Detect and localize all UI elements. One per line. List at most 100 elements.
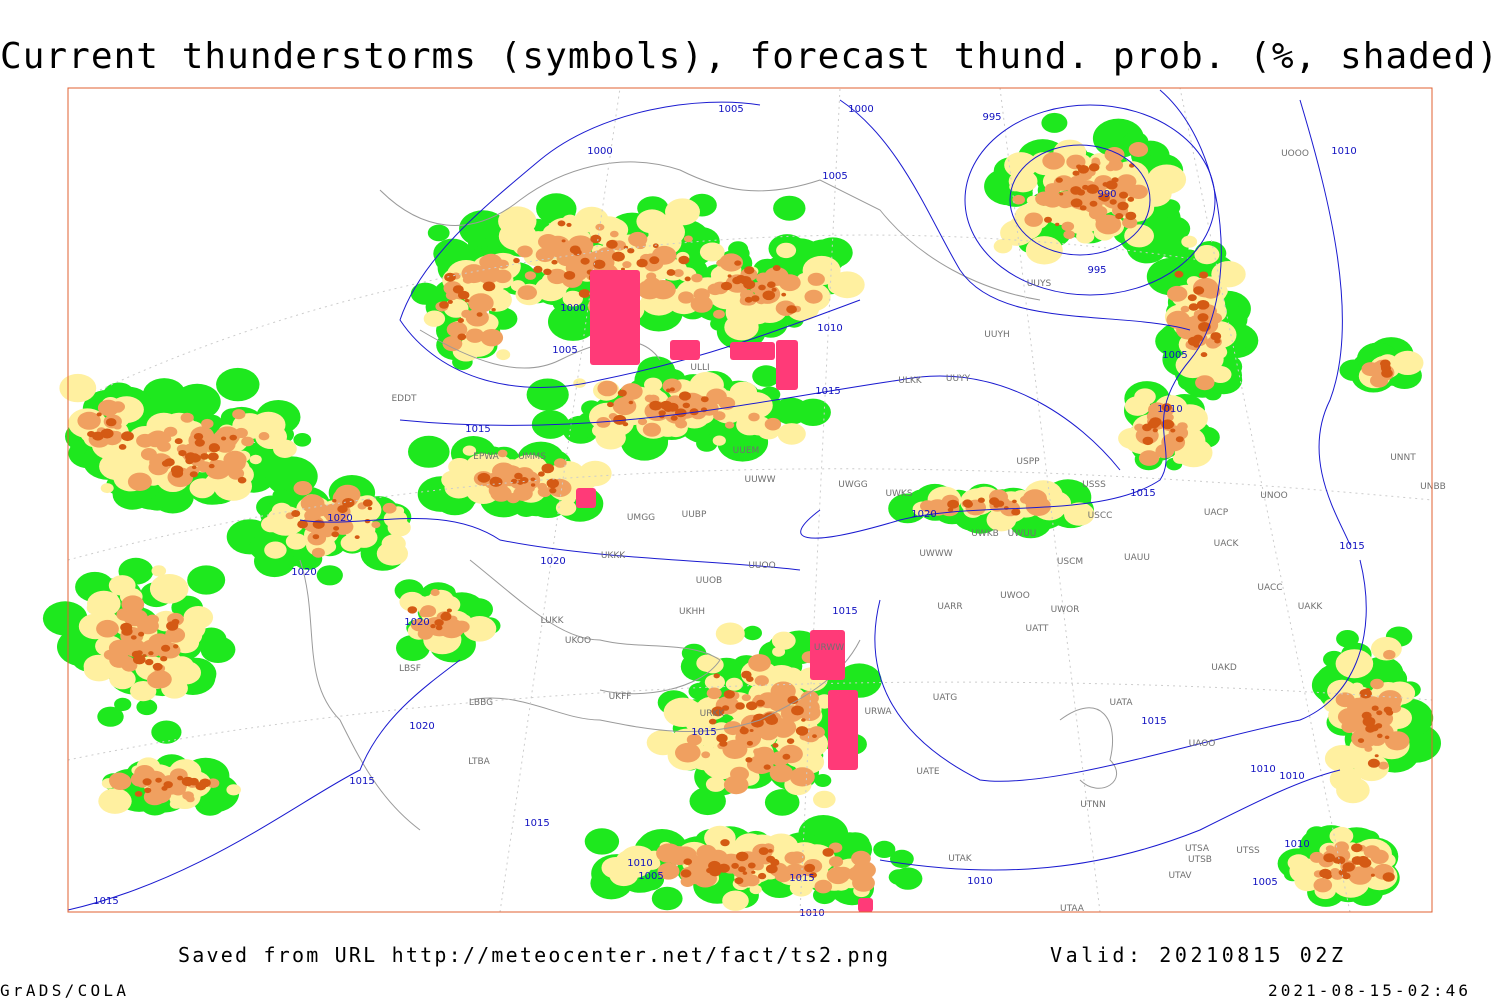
station-label: UAOO: [1189, 739, 1216, 749]
station-label: LTBA: [468, 757, 490, 767]
prob-shade: [127, 472, 152, 491]
prob-shade: [435, 625, 443, 631]
prob-shade: [148, 651, 154, 656]
prob-shade: [758, 284, 766, 291]
prob-shade: [573, 249, 582, 256]
station-label: URWW: [814, 643, 844, 653]
prob-shade: [738, 392, 773, 419]
station-label: UNNT: [1390, 453, 1416, 463]
prob-shade: [382, 502, 397, 514]
prob-shade: [489, 476, 503, 487]
prob-shade: [1383, 649, 1396, 660]
prob-shade: [1333, 857, 1342, 864]
prob-shade: [682, 402, 690, 409]
prob-shade: [216, 367, 260, 402]
prob-shade: [767, 849, 773, 853]
prob-shade: [678, 255, 690, 265]
prob-shade: [312, 519, 325, 529]
prob-shade: [708, 718, 717, 725]
prob-shade: [807, 272, 825, 286]
isobar-label: 1005: [822, 171, 847, 182]
prob-shade: [1323, 853, 1336, 863]
prob-shade: [621, 267, 625, 271]
prob-shade: [1194, 245, 1220, 265]
prob-shade: [180, 412, 194, 423]
prob-shade: [1025, 236, 1063, 265]
prob-shade: [795, 726, 809, 736]
prob-shade: [1129, 184, 1148, 199]
prob-shade: [1091, 157, 1100, 164]
prob-shade: [700, 396, 709, 403]
prob-shade: [442, 336, 463, 352]
prob-shade: [746, 740, 754, 746]
map-labels: 1005 1000 1000 1005 995 990 995 1010 1000 1005 101…: [93, 104, 1446, 919]
prob-shade: [215, 426, 241, 446]
prob-shade: [1380, 359, 1391, 368]
prob-shade: [573, 378, 586, 388]
prob-shade: [441, 611, 451, 619]
isobar-label: 1015: [1130, 488, 1155, 499]
station-label: UUEM: [733, 446, 760, 456]
prob-shade: [170, 783, 186, 796]
prob-shade: [325, 510, 342, 523]
prob-shade: [727, 274, 732, 278]
station-label: UUYY: [946, 374, 971, 384]
prob-shade: [768, 694, 791, 712]
prob-shade: [628, 400, 634, 405]
prob-shade: [649, 400, 662, 411]
prob-shade: [1167, 285, 1188, 302]
prob-shade: [165, 627, 186, 643]
prob-shade: [538, 197, 572, 224]
isobar-label: 1010: [1331, 146, 1356, 157]
prob-shade: [1076, 189, 1086, 196]
prob-shade: [121, 627, 133, 636]
prob-shade: [731, 862, 739, 869]
prob-shade: [701, 751, 711, 759]
prob-shade: [331, 531, 340, 538]
isobar-label: 1015: [832, 606, 857, 617]
prob-shade: [704, 674, 726, 690]
prob-shade: [1127, 196, 1135, 202]
graticule: [67, 87, 1433, 913]
prob-shade: [1196, 300, 1210, 310]
prob-shade: [705, 776, 726, 792]
prob-shade: [1122, 216, 1138, 229]
prob-shade: [533, 265, 543, 273]
isobar-label: 1005: [718, 104, 743, 115]
prob-shade: [716, 733, 728, 743]
prob-shade: [947, 507, 954, 512]
prob-shade: [751, 870, 756, 874]
prob-shade: [613, 414, 627, 425]
prob-shade: [446, 468, 483, 497]
prob-shade: [963, 500, 973, 508]
prob-shade: [1187, 294, 1197, 302]
prob-shade: [777, 423, 806, 445]
isobar-label: 1020: [911, 509, 936, 520]
prob-shade: [109, 668, 136, 690]
prob-shade: [1378, 761, 1389, 770]
prob-shade: [367, 506, 373, 511]
prob-shade: [642, 422, 662, 437]
prob-shade: [496, 349, 511, 361]
prob-shade: [993, 239, 1013, 254]
thunderstorm: [590, 270, 640, 365]
station-label: UACP: [1204, 508, 1229, 518]
prob-shade: [462, 616, 497, 642]
station-label: USCM: [1057, 557, 1083, 567]
prob-shade: [459, 210, 507, 248]
prob-shade: [743, 625, 762, 641]
prob-shade: [1069, 175, 1085, 188]
station-label: UATT: [1026, 624, 1049, 634]
prob-shade: [447, 299, 453, 304]
timestamp: 2021-08-15-02:46: [1268, 981, 1468, 1000]
station-label: ULKK: [898, 376, 923, 386]
prob-shade: [293, 433, 312, 447]
isobar-label: 1010: [627, 858, 652, 869]
prob-shade: [723, 775, 749, 795]
prob-shade: [171, 469, 184, 478]
prob-shade: [465, 308, 489, 327]
prob-shade: [412, 595, 429, 609]
prob-shade: [741, 694, 751, 702]
prob-shade: [1055, 222, 1060, 227]
prob-shade: [675, 408, 687, 418]
